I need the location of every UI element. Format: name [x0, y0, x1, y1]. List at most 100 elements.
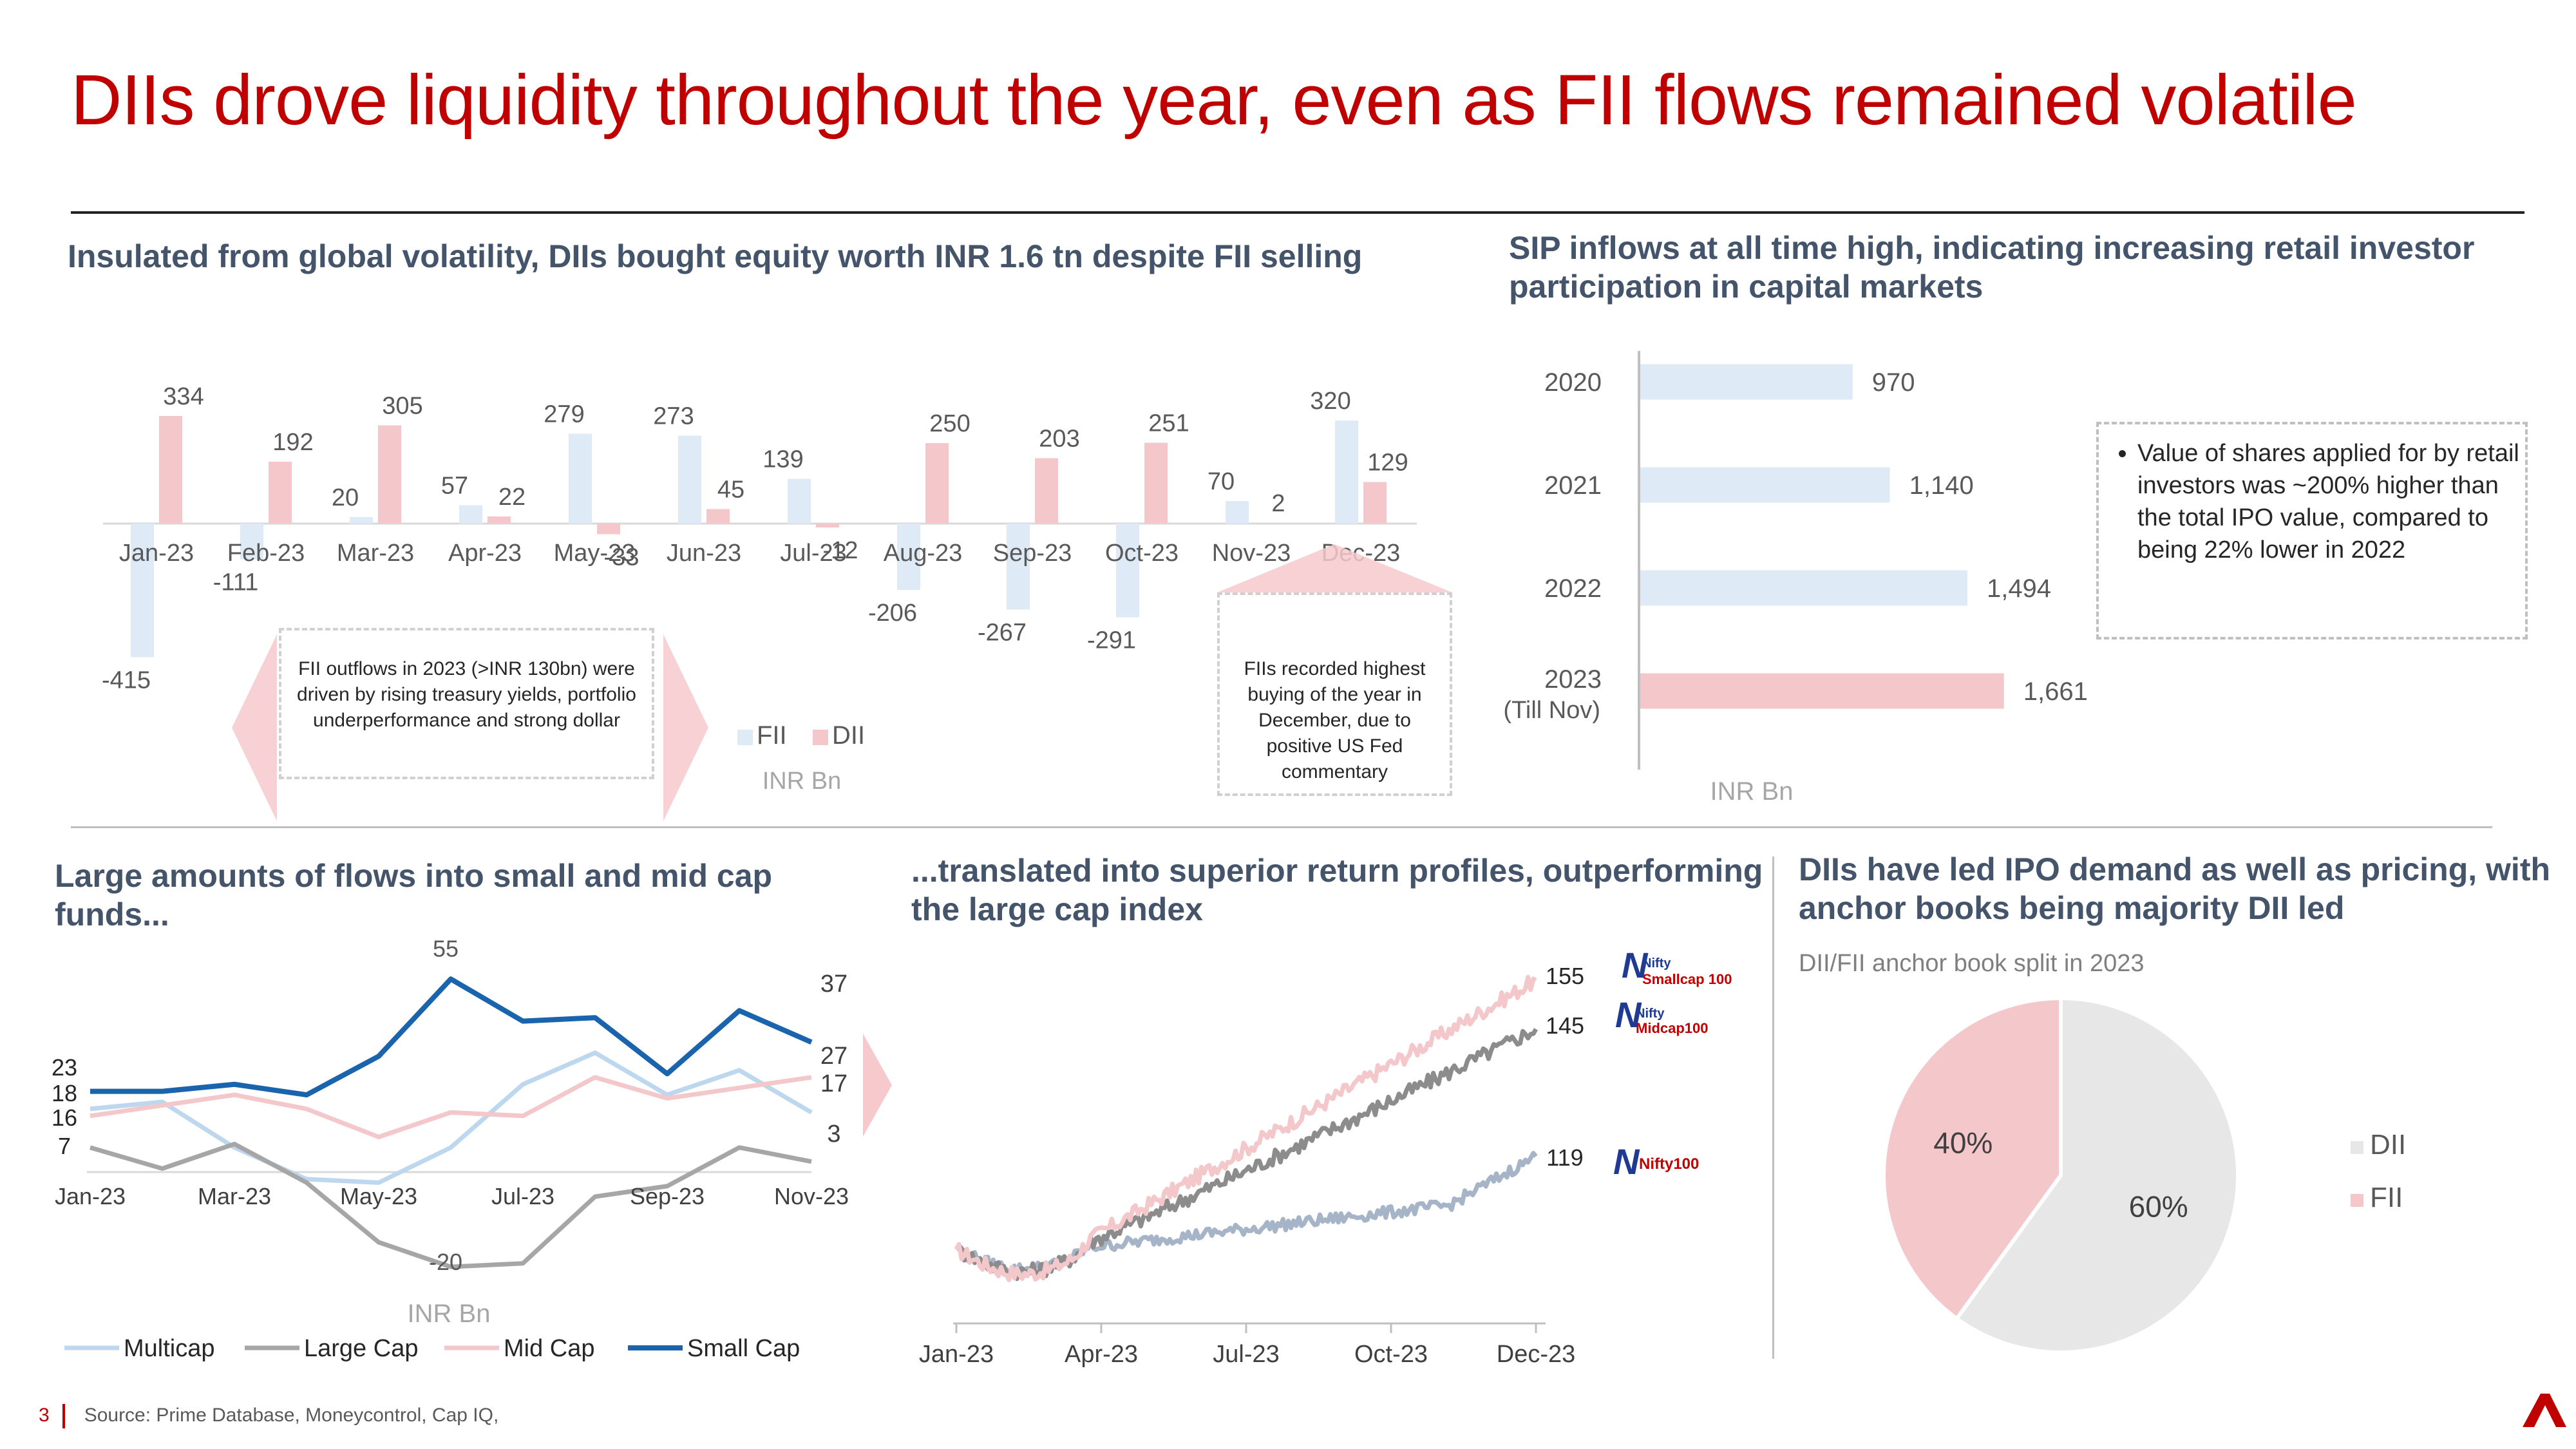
label-fii-apr-23: 57 [441, 473, 468, 500]
legend-label-mid-cap: Mid Cap [504, 1335, 595, 1362]
legend-label-small-cap: Small Cap [687, 1335, 800, 1362]
line-large-cap [90, 1141, 812, 1269]
label-dii-oct-23: 251 [1148, 410, 1189, 437]
svg-text:N: N [1613, 1141, 1640, 1182]
sip-category-sub-2023: (Till Nov) [1503, 697, 1600, 724]
bar-dii-jan-23 [159, 416, 182, 524]
nifty-smallcap-logo: N Nifty Smallcap 100 [1622, 945, 1732, 987]
slice-label-dii: 60% [2129, 1189, 2188, 1223]
svg-text:Nifty: Nifty [1642, 956, 1671, 971]
svg-text:Midcap100: Midcap100 [1636, 1020, 1709, 1036]
end-label-nifty100: 119 [1546, 1144, 1583, 1171]
tick-may-23: May-23 [554, 540, 636, 567]
start-label-2: 18 [52, 1080, 77, 1106]
nifty100-logo: N Nifty100 [1613, 1141, 1699, 1182]
bar-dii-apr-23 [488, 516, 511, 524]
tick-jun-23: Jun-23 [667, 540, 741, 567]
tick-mar-23: Mar-23 [337, 540, 414, 567]
tick-jan-23: Jan-23 [119, 540, 194, 567]
sip-category-2020: 2020 [1544, 368, 1602, 397]
tick-sep-23: Sep-23 [993, 540, 1072, 567]
bar-dii-oct-23 [1144, 442, 1168, 524]
tick-jan-23: Jan-23 [919, 1341, 994, 1368]
legend-label-fii: FII [2370, 1182, 2403, 1213]
label-dii-feb-23: 192 [272, 429, 313, 456]
fii-outflow-note: FII outflows in 2023 (>INR 130bn) were d… [279, 628, 654, 779]
sip-value-2020: 970 [1872, 368, 1915, 397]
label-dii-may-23: -33 [604, 544, 639, 571]
tick-dec-23: Dec-23 [1497, 1341, 1576, 1368]
sip-value-2022: 1,494 [1987, 574, 2051, 603]
end-label-large-cap: 3 [827, 1121, 840, 1148]
line-nifty-smallcap-100 [954, 974, 1537, 1282]
pie-subtitle: DII/FII anchor book split in 2023 [1799, 950, 2145, 977]
slice-label-fii: 40% [1933, 1126, 1993, 1160]
nifty-midcap-logo: N Nifty Midcap100 [1615, 994, 1709, 1036]
start-label-4: 7 [58, 1133, 71, 1159]
tick-aug-23: Aug-23 [884, 540, 963, 567]
mf-flows-section-title: Large amounts of flows into small and mi… [55, 858, 773, 933]
sip-bar-2022 [1640, 570, 1967, 606]
page-title: DIIs drove liquidity throughout the year… [71, 61, 2357, 140]
fii-december-note: FIIs recorded highest buying of the year… [1217, 592, 1452, 796]
fii-dii-flow-chart: -415 334 -111 192 20 305 57 22 279 -33 273 45 139 -12… [102, 383, 1452, 821]
sip-bar-2020 [1640, 364, 1853, 400]
label-dii-apr-23: 22 [498, 484, 526, 511]
line-mid-cap [90, 1075, 812, 1139]
tick-sep-23: Sep-23 [630, 1183, 705, 1209]
legend-fii-label: FII [757, 721, 787, 750]
label-fii-feb-23: -111 [213, 569, 258, 596]
tick-oct-23: Oct-23 [1105, 540, 1179, 567]
returns-section-title: ...translated into superior return profi… [911, 853, 1763, 927]
sip-category-2023: 2023 [1544, 665, 1602, 694]
bar-dii-sep-23 [1035, 458, 1058, 524]
panel-vertical-divider [1772, 857, 1774, 1359]
label-dii-nov-23: 2 [1271, 490, 1285, 517]
bar-fii-may-23 [569, 433, 592, 524]
left-note-arrow-shape-right [663, 634, 708, 821]
svg-text:Nifty: Nifty [1636, 1007, 1665, 1021]
tick-jan-23: Jan-23 [55, 1183, 126, 1209]
sip-category-2022: 2022 [1544, 574, 1602, 603]
flow-arrow [863, 1034, 892, 1137]
label-dii-aug-23: 250 [929, 410, 970, 437]
tick-nov-23: Nov-23 [1212, 540, 1291, 567]
label-dii-jan-23: 334 [163, 383, 204, 410]
label-dii-sep-23: 203 [1039, 426, 1079, 453]
tick-jul-23: Jul-23 [1213, 1341, 1280, 1368]
svg-text:N: N [1622, 945, 1649, 985]
label-fii-mar-23: 20 [332, 484, 359, 511]
bar-fii-jul-23 [788, 478, 811, 524]
legend-fii-swatch [737, 730, 753, 745]
label-fii-jul-23: 139 [762, 446, 803, 473]
bar-fii-apr-23 [459, 505, 482, 524]
flow-arrow-shape [863, 1034, 892, 1137]
bar-fii-nov-23 [1226, 501, 1249, 524]
label-dii-jul-23: -12 [823, 537, 858, 564]
svg-text:Smallcap 100: Smallcap 100 [1642, 971, 1732, 987]
tick-nov-23: Nov-23 [774, 1183, 849, 1209]
tick-mar-23: Mar-23 [198, 1183, 271, 1209]
fii-dii-section-title: Insulated from global volatility, DIIs b… [68, 238, 1363, 274]
company-logo-icon [2523, 1394, 2566, 1427]
bar-dii-aug-23 [925, 443, 949, 524]
start-label-3: 16 [52, 1104, 77, 1131]
bar-fii-sep-23 [1007, 524, 1030, 610]
legend-label-dii: DII [2370, 1129, 2406, 1160]
label-fii-dec-23: 320 [1310, 388, 1350, 415]
retail-ipo-note: Value of shares applied for by retail in… [2096, 422, 2528, 639]
sip-inflow-chart: 970 2020 1,140 2021 1,494 2022 1,661 2023 (Till … [1503, 351, 2088, 806]
line-small-cap [90, 976, 813, 1098]
sip-bar-2023 [1640, 673, 2004, 709]
bar-dii-feb-23 [269, 462, 292, 524]
footer: 3 Source: Prime Database, Moneycontrol, C… [39, 1404, 498, 1428]
bar-dii-jul-23 [816, 524, 839, 527]
bar-dii-may-23 [597, 524, 620, 535]
sip-chart-unit: INR Bn [1710, 777, 1794, 806]
source-note: Source: Prime Database, Moneycontrol, Ca… [84, 1404, 499, 1426]
label-dii-dec-23: 129 [1367, 450, 1408, 477]
tick-jul-23: Jul-23 [491, 1183, 554, 1209]
bar-fii-oct-23 [1116, 524, 1139, 618]
tick-may-23: May-23 [340, 1183, 417, 1209]
slice-dii [1954, 996, 2240, 1354]
